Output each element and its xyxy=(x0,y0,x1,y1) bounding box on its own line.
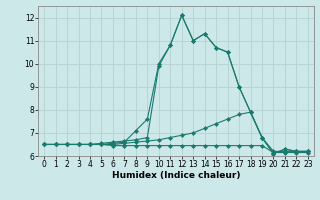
X-axis label: Humidex (Indice chaleur): Humidex (Indice chaleur) xyxy=(112,171,240,180)
